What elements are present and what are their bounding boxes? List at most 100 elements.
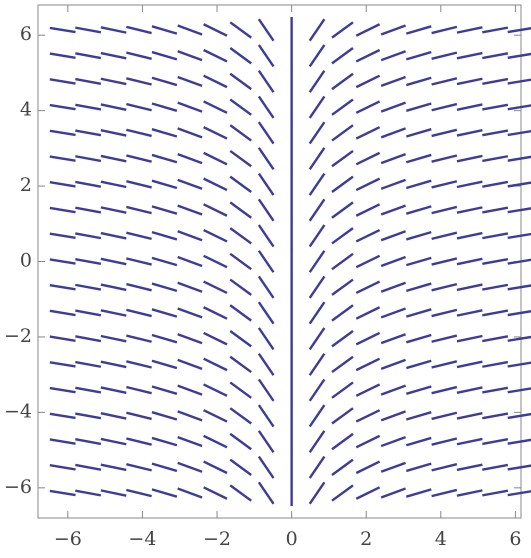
slope-segment	[177, 204, 203, 216]
slope-segment	[380, 281, 406, 293]
slope-segment	[331, 47, 354, 65]
slope-segment	[431, 385, 458, 395]
slope-segment	[355, 280, 381, 295]
slope-segment	[75, 52, 102, 60]
slope-segment	[456, 334, 483, 343]
slope-segment	[355, 177, 381, 192]
slope-segment	[75, 155, 102, 163]
slope-segment	[507, 310, 531, 317]
slope-segment	[49, 464, 76, 471]
slope-segment	[405, 102, 432, 112]
slope-segment	[507, 412, 531, 420]
x-tick-label: 2	[360, 528, 372, 550]
slope-segment	[49, 129, 76, 137]
slope-segment	[405, 256, 432, 267]
slope-segment	[229, 355, 252, 374]
slope-segment	[177, 178, 203, 190]
slope-segment	[308, 378, 326, 402]
slope-segment	[49, 361, 76, 368]
slope-segment	[405, 50, 432, 61]
slope-segment	[100, 489, 127, 497]
slope-segment	[405, 76, 432, 87]
slope-segment	[405, 230, 432, 241]
slope-segment	[49, 232, 76, 240]
slope-segment	[229, 72, 252, 91]
slope-segment	[151, 50, 178, 61]
slope-segment	[456, 437, 483, 446]
slope-segment	[151, 205, 178, 215]
slope-segment	[75, 335, 102, 343]
slope-segment	[355, 74, 381, 89]
slope-segment	[507, 490, 531, 497]
slope-segment	[203, 74, 228, 89]
slope-segment	[331, 407, 354, 425]
slope-segment	[355, 203, 381, 217]
slope-segment	[177, 461, 203, 473]
slope-segment	[482, 52, 509, 60]
slope-segment	[126, 385, 152, 395]
slope-segment	[151, 128, 178, 138]
slope-segment	[257, 172, 275, 196]
slope-segment	[456, 360, 483, 369]
slope-segment	[126, 308, 152, 318]
slope-segment	[229, 201, 252, 219]
slope-segment	[203, 203, 228, 217]
slope-segment	[75, 309, 102, 317]
slope-segment	[126, 488, 152, 498]
slope-segment	[507, 155, 531, 162]
slope-segment	[456, 51, 483, 60]
slope-segment	[331, 458, 354, 476]
slope-segment	[203, 151, 228, 166]
slope-segment	[177, 230, 203, 242]
slope-segment	[177, 75, 203, 88]
slope-segment	[75, 438, 102, 446]
slope-segment	[203, 280, 228, 295]
slope-segment	[151, 308, 178, 318]
slope-segment	[203, 23, 228, 37]
slope-segment	[507, 78, 531, 85]
slope-segment	[308, 172, 326, 196]
slope-segment	[177, 50, 203, 62]
slope-segment	[355, 228, 381, 243]
y-tick-label: −2	[4, 325, 32, 347]
slope-segment	[331, 21, 354, 39]
slope-segment	[308, 275, 326, 299]
slope-segment	[75, 463, 102, 471]
slope-segment	[507, 129, 531, 137]
slope-segment	[405, 282, 432, 293]
slope-segment	[507, 104, 531, 111]
slope-segment	[177, 127, 203, 139]
slope-segment	[482, 26, 509, 34]
slope-segment	[380, 307, 406, 319]
slope-segment	[431, 463, 458, 472]
slope-segment	[405, 359, 432, 370]
slope-segment	[126, 257, 152, 266]
slope-segment	[431, 360, 458, 369]
slope-segment	[431, 437, 458, 446]
slope-segment	[203, 434, 228, 449]
slope-segment	[100, 334, 127, 343]
slope-segment	[100, 103, 127, 111]
slope-segment	[151, 25, 178, 35]
slope-segment	[100, 26, 127, 34]
slope-segment	[507, 52, 531, 59]
slope-segment	[482, 77, 509, 85]
slope-segment	[308, 147, 326, 171]
slope-segment	[49, 412, 76, 420]
slope-segment	[456, 77, 483, 86]
slope-segment	[100, 51, 127, 60]
slope-segment	[257, 224, 275, 248]
slope-segment	[75, 283, 102, 291]
slope-segment	[49, 258, 76, 265]
slope-segment	[380, 384, 406, 396]
slope-segment	[203, 177, 228, 192]
slope-segment	[257, 95, 275, 119]
slope-segment	[257, 147, 275, 171]
slope-segment	[49, 283, 76, 291]
slope-segment	[49, 78, 76, 85]
slope-segment	[431, 308, 458, 318]
slope-segment	[177, 487, 203, 499]
slope-segment	[229, 407, 252, 425]
slope-segment	[126, 282, 152, 292]
